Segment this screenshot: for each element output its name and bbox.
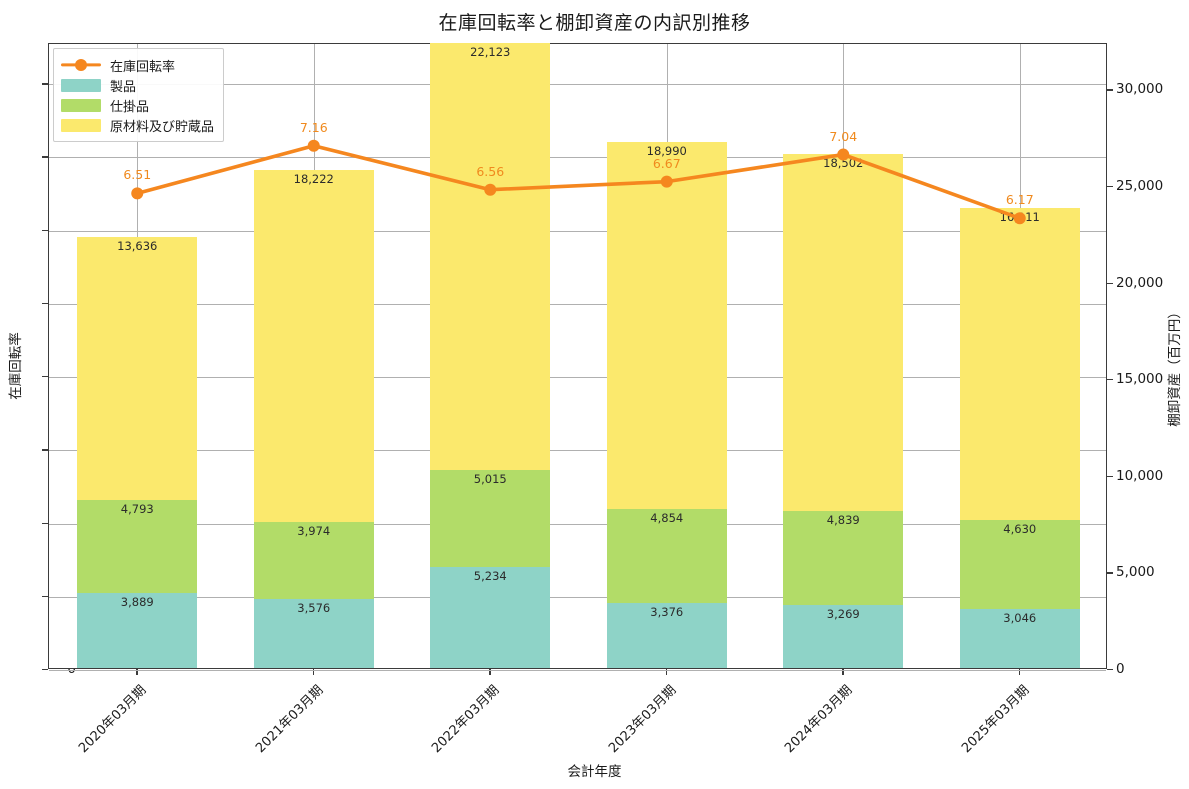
- y-axis-left-tick-mark: [42, 156, 48, 158]
- gridline-horizontal: [49, 523, 1106, 525]
- y-axis-left-tick-label: 0: [67, 661, 76, 677]
- x-axis-title: 会計年度: [567, 764, 622, 780]
- bar-segment[interactable]: 18,990: [606, 142, 727, 509]
- y-axis-right-tick-label: 20,000: [1116, 274, 1164, 291]
- legend-item-label: 在庫回転率: [110, 59, 176, 75]
- bar-group[interactable]: 3,269 4,839 18,502: [783, 153, 904, 668]
- line-marker[interactable]: [660, 175, 673, 188]
- y-axis-right-tick-mark: [1107, 89, 1113, 91]
- y-axis-right-tick-mark: [1107, 572, 1113, 574]
- y-axis-left-tick-mark: [42, 449, 48, 451]
- line-marker[interactable]: [1013, 212, 1026, 225]
- line-point-label: 6.51: [123, 167, 152, 183]
- x-axis-tick-mark: [136, 669, 138, 675]
- y-axis-right-title: 棚卸資産（百万円）: [1167, 305, 1183, 427]
- x-axis-tick-mark: [489, 669, 491, 675]
- y-axis-right-tick-label: 25,000: [1116, 177, 1164, 194]
- legend-swatch-icon: [61, 118, 101, 132]
- bar-group[interactable]: 3,576 3,974 18,222: [253, 170, 374, 668]
- line-marker[interactable]: [837, 148, 850, 161]
- legend-line-icon: [61, 59, 101, 72]
- y-axis-left-tick-mark: [42, 302, 48, 305]
- y-axis-right-tick-mark: [1107, 379, 1113, 381]
- y-axis-right-tick-label: 30,000: [1116, 81, 1164, 98]
- x-axis-tick-mark: [665, 669, 668, 675]
- plot-area: 3,889 4,793 13,636 3,576 3,974 18,222 5,234 5,0…: [48, 42, 1107, 671]
- gridline-horizontal: [49, 303, 1106, 305]
- y-axis-right-tick-mark: [1107, 185, 1113, 188]
- y-axis-left-tick-mark: [42, 376, 48, 378]
- line-point-label: 6.56: [476, 163, 505, 179]
- gridline-horizontal: [49, 157, 1106, 159]
- gridline-horizontal: [49, 596, 1106, 598]
- y-axis-right-tick-mark: [1107, 282, 1113, 284]
- y-axis-left-tick-mark: [42, 669, 48, 671]
- line-marker[interactable]: [307, 139, 320, 152]
- x-axis-tick-mark: [312, 669, 315, 675]
- bar-group[interactable]: 5,234 5,015 22,123: [430, 42, 551, 668]
- y-axis-right-tick-mark: [1107, 475, 1113, 478]
- line-point-label: 6.17: [1005, 192, 1034, 208]
- bar-segment[interactable]: 16,111: [959, 208, 1080, 520]
- x-axis-tick-label: 2021年03月期: [252, 682, 327, 757]
- gridline-horizontal: [49, 230, 1106, 232]
- legend-item[interactable]: 在庫回転率: [61, 55, 214, 75]
- legend-item[interactable]: 仕掛品: [61, 95, 214, 115]
- y-axis-left-tick-mark: [42, 83, 48, 85]
- bar-group[interactable]: 3,889 4,793 13,636: [77, 236, 198, 668]
- x-axis-tick-mark: [1018, 669, 1021, 675]
- y-axis-right-tick-label: 15,000: [1116, 371, 1164, 388]
- y-axis-right-tick-label: 10,000: [1116, 467, 1164, 484]
- x-axis-tick-label: 2022年03月期: [429, 682, 503, 757]
- legend-swatch-icon: [61, 78, 101, 92]
- line-path: [135, 143, 1022, 221]
- y-axis-right-tick-label: 5,000: [1116, 564, 1155, 581]
- bar-group[interactable]: 3,376 4,854 18,990: [606, 142, 727, 668]
- line-marker[interactable]: [484, 183, 497, 196]
- page-title: 在庫回転率と棚卸資産の内訳別推移: [438, 12, 751, 34]
- legend-item-label: 製品: [110, 79, 137, 95]
- gridline-horizontal: [49, 84, 1106, 86]
- line-point-label: 6.67: [652, 155, 681, 171]
- line-point-label: 7.16: [299, 119, 328, 135]
- bar-segment[interactable]: 4,854: [606, 509, 727, 603]
- y-axis-right-tick-mark: [1107, 669, 1113, 671]
- line-point-label: 7.04: [829, 128, 858, 144]
- line-series-svg: [131, 139, 1026, 225]
- bar-segment[interactable]: 3,046: [959, 609, 1080, 668]
- x-axis-tick-label: 2025年03月期: [958, 682, 1033, 757]
- bar-segment[interactable]: 18,502: [783, 153, 904, 512]
- legend-item-label: 仕掛品: [110, 99, 150, 115]
- y-axis-right-tick-label: 0: [1116, 661, 1125, 677]
- x-axis-tick-mark: [842, 669, 844, 675]
- bar-segment[interactable]: 3,974: [253, 522, 374, 599]
- legend-swatch-icon: [61, 98, 101, 112]
- chart-legend: 在庫回転率製品仕掛品原材料及び貯蔵品: [53, 48, 225, 142]
- y-axis-left-tick-mark: [42, 595, 48, 598]
- x-axis-tick-label: 2023年03月期: [605, 682, 680, 757]
- gridline-horizontal: [49, 670, 1106, 671]
- y-axis-left-tick-mark: [42, 229, 48, 231]
- bar-segment[interactable]: 18,222: [253, 170, 374, 523]
- bar-segment[interactable]: 22,123: [430, 42, 551, 470]
- legend-item[interactable]: 原材料及び貯蔵品: [61, 115, 214, 135]
- x-axis-tick-label: 2020年03月期: [76, 682, 150, 757]
- legend-item-label: 原材料及び貯蔵品: [110, 119, 215, 135]
- gridline-horizontal: [49, 450, 1106, 452]
- gridline-horizontal: [49, 377, 1106, 379]
- x-axis-tick-label: 2024年03月期: [782, 682, 856, 757]
- y-axis-left-tick-mark: [42, 522, 48, 524]
- legend-item[interactable]: 製品: [61, 75, 214, 95]
- y-axis-left-title: 在庫回転率: [8, 332, 24, 400]
- line-marker[interactable]: [131, 187, 144, 200]
